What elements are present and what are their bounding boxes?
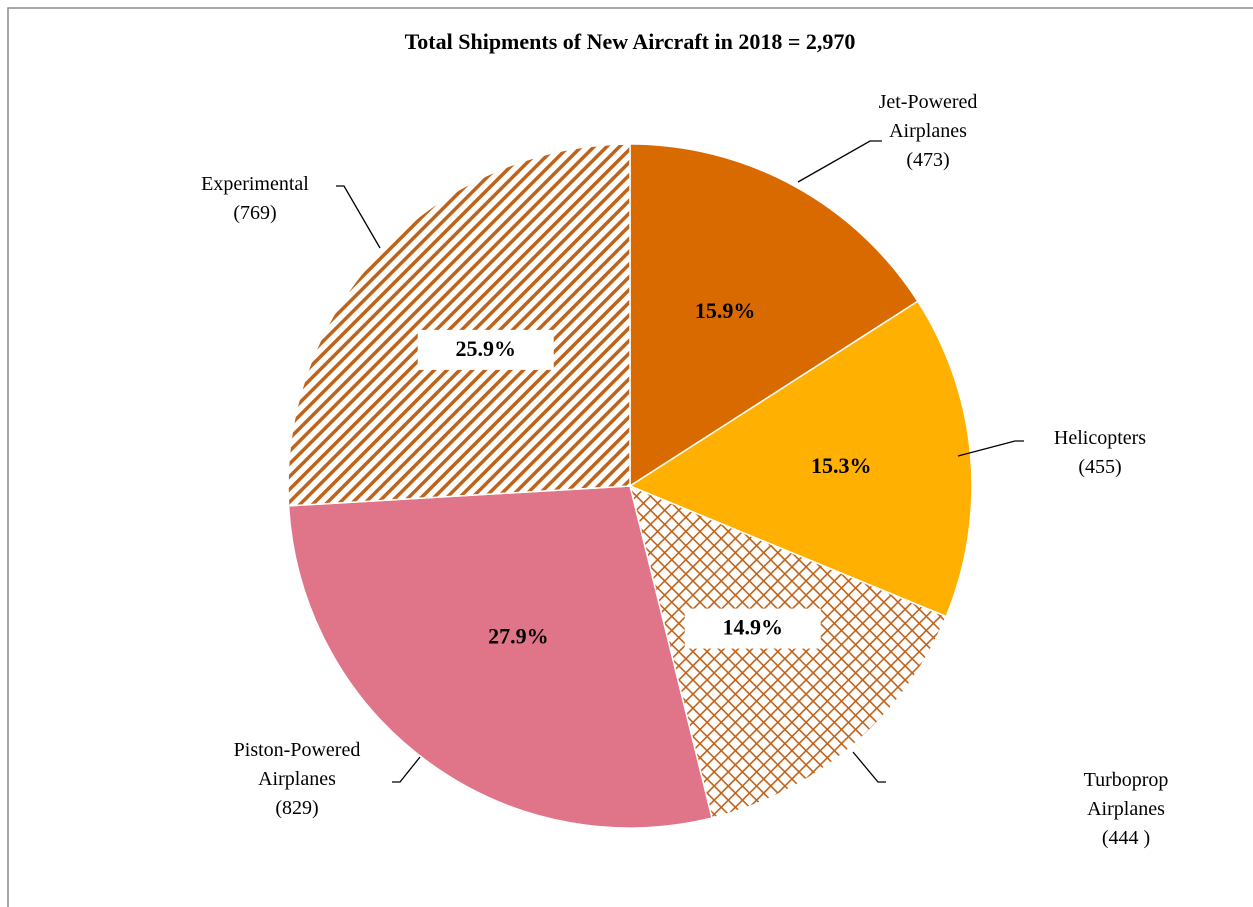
pie-slice xyxy=(628,300,973,618)
category-label: Jet-Powered Airplanes (473) xyxy=(858,88,998,175)
count-label: (455) xyxy=(1078,456,1122,478)
leader-line xyxy=(852,751,886,783)
category-label: Experimental (769) xyxy=(170,170,340,228)
pie-slice xyxy=(287,485,713,829)
percent-label: 15.3% xyxy=(811,453,872,478)
pie-slice xyxy=(629,143,919,488)
pie-slice xyxy=(628,484,948,819)
percent-label: 14.9% xyxy=(722,615,783,640)
leader-line xyxy=(797,140,882,183)
category-name: Experimental xyxy=(201,173,309,195)
count-label: (444 ) xyxy=(1101,827,1151,849)
chart-title: Total Shipments of New Aircraft in 2018 … xyxy=(405,29,856,54)
category-label: Piston-Powered Airplanes (829) xyxy=(222,736,372,823)
percent-label: 27.9% xyxy=(488,623,549,648)
leader-line xyxy=(336,185,381,249)
label-box xyxy=(417,329,554,370)
label-box xyxy=(684,608,821,649)
count-label: (473) xyxy=(906,149,950,171)
category-label: Helicopters (455) xyxy=(1020,424,1180,482)
percent-label: 15.9% xyxy=(695,298,756,323)
count-label: (769) xyxy=(233,202,277,224)
leader-line xyxy=(957,440,1024,457)
pie-slice xyxy=(287,143,631,507)
percent-label: 25.9% xyxy=(455,336,516,361)
category-name: Piston-Powered Airplanes xyxy=(233,739,361,790)
category-name: Jet-Powered Airplanes xyxy=(878,91,978,142)
category-name: Helicopters xyxy=(1053,427,1147,449)
count-label: (829) xyxy=(275,797,319,819)
category-name: Turboprop Airplanes xyxy=(1083,769,1169,820)
category-label: Turboprop Airplanes (444 ) xyxy=(1056,766,1196,853)
leader-line xyxy=(392,756,421,783)
